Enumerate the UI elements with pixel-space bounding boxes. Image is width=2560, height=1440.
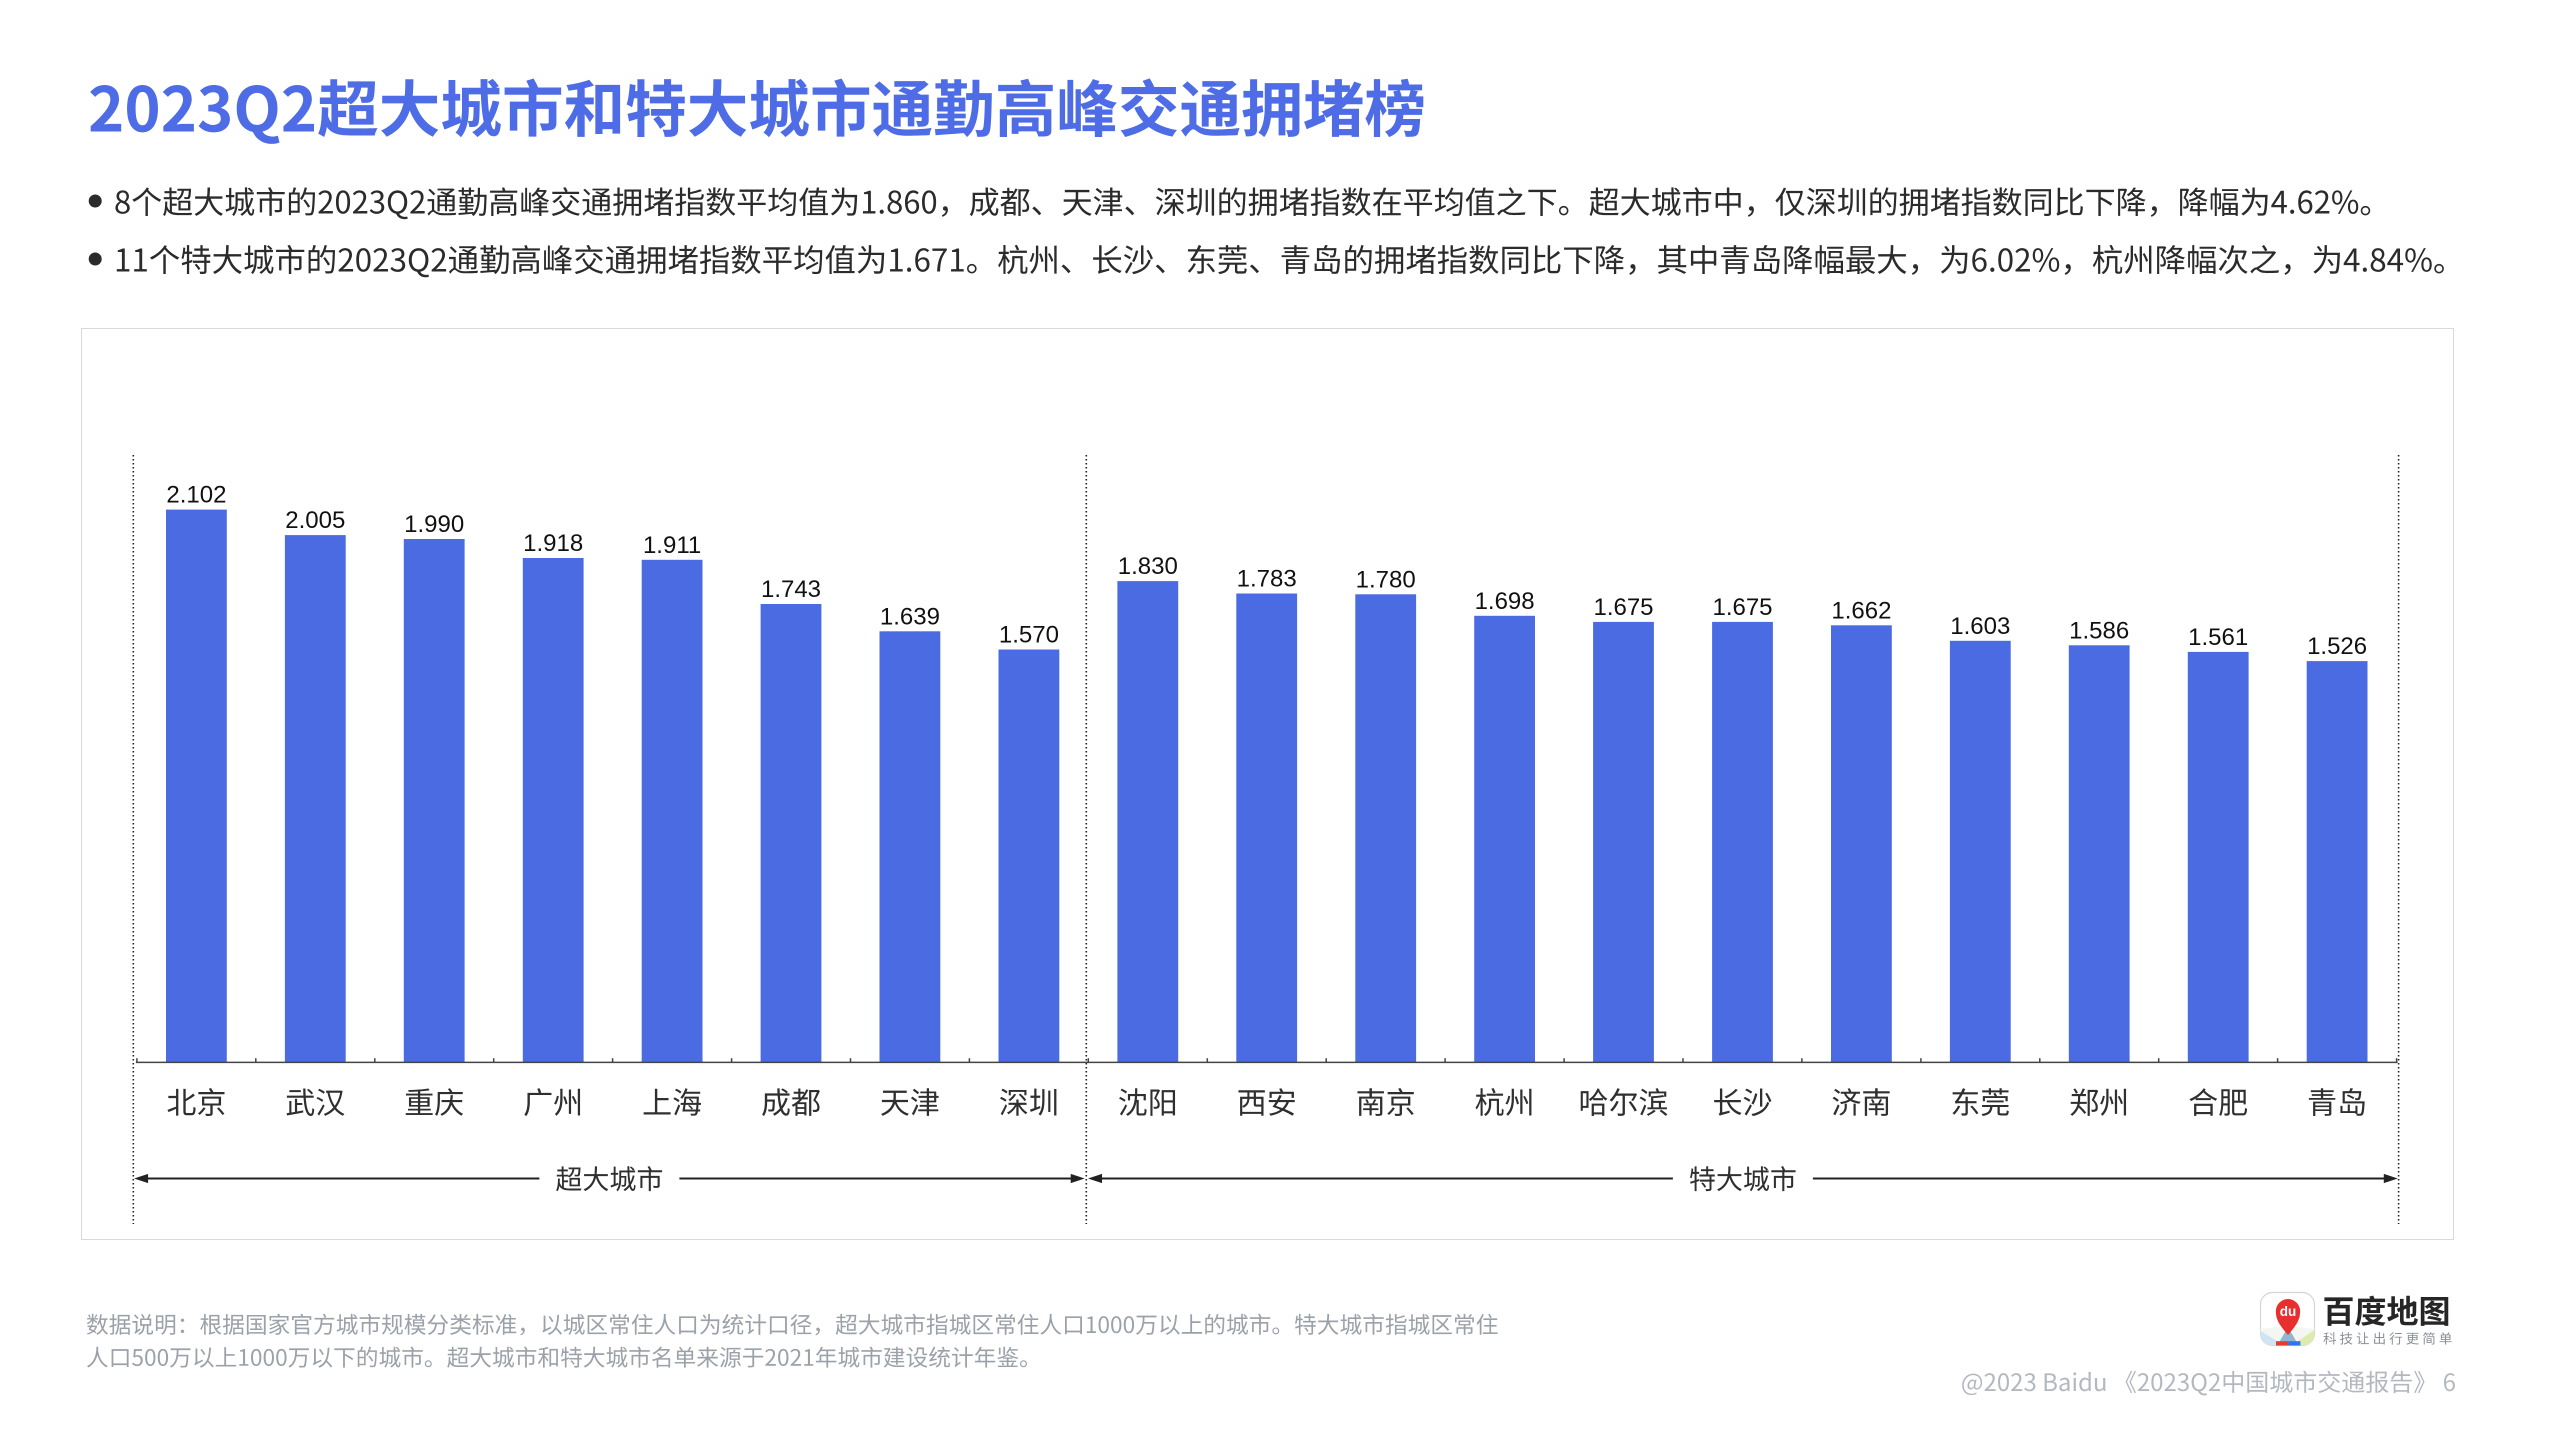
svg-text:1.570: 1.570 [999,622,1059,649]
svg-text:1.698: 1.698 [1475,588,1535,615]
svg-text:1.639: 1.639 [880,603,940,630]
svg-text:1.990: 1.990 [404,511,464,538]
svg-text:du: du [2280,1304,2297,1319]
svg-text:1.675: 1.675 [1593,594,1653,621]
svg-text:1.526: 1.526 [2307,633,2367,660]
svg-text:1.675: 1.675 [1712,594,1772,621]
svg-text:1.830: 1.830 [1118,553,1178,580]
svg-text:1.561: 1.561 [2188,624,2248,651]
svg-text:1.783: 1.783 [1237,566,1297,593]
svg-text:2.005: 2.005 [285,507,345,534]
svg-text:2.102: 2.102 [166,482,226,509]
svg-text:1.586: 1.586 [2069,617,2129,644]
svg-text:1.662: 1.662 [1831,597,1891,624]
svg-text:1.911: 1.911 [643,532,701,559]
svg-text:1.743: 1.743 [761,576,821,603]
svg-text:1.918: 1.918 [523,530,583,557]
svg-text:1.603: 1.603 [1950,613,2010,640]
svg-text:1.780: 1.780 [1356,566,1416,593]
